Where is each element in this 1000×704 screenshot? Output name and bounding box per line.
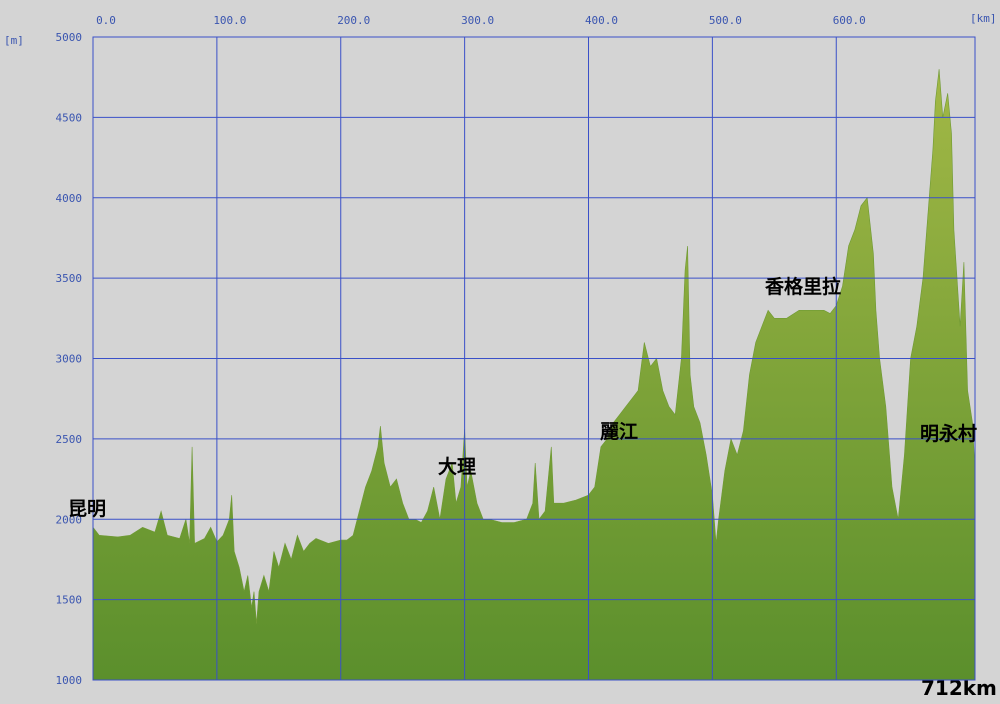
elevation-area: [92, 69, 976, 681]
place-label: 明永村: [920, 422, 977, 445]
y-tick-label: 3500: [56, 272, 83, 285]
x-tick-label: 100.0: [213, 14, 246, 27]
y-unit: [m]: [4, 34, 24, 47]
x-unit: [km]: [970, 12, 997, 25]
x-tick-label: 200.0: [337, 14, 370, 27]
x-tick-label: 300.0: [461, 14, 494, 27]
y-tick-label: 5000: [56, 31, 83, 44]
place-label: 香格里拉: [764, 275, 841, 298]
y-tick-label: 1000: [56, 674, 83, 687]
y-tick-label: 4500: [56, 111, 83, 124]
place-label: 昆明: [68, 498, 106, 520]
x-tick-label: 500.0: [709, 14, 742, 27]
y-tick-label: 2000: [56, 513, 83, 526]
place-label: 麗江: [600, 421, 638, 443]
x-tick-label: 400.0: [585, 14, 618, 27]
x-tick-label: 0.0: [96, 14, 116, 27]
y-tick-label: 1500: [56, 594, 83, 607]
y-tick-label: 4000: [56, 192, 83, 205]
plot-frame: [92, 36, 976, 681]
y-tick-label: 2500: [56, 433, 83, 446]
x-tick-label: 600.0: [833, 14, 866, 27]
y-tick-label: 3000: [56, 353, 83, 366]
place-label: 大理: [438, 455, 476, 478]
